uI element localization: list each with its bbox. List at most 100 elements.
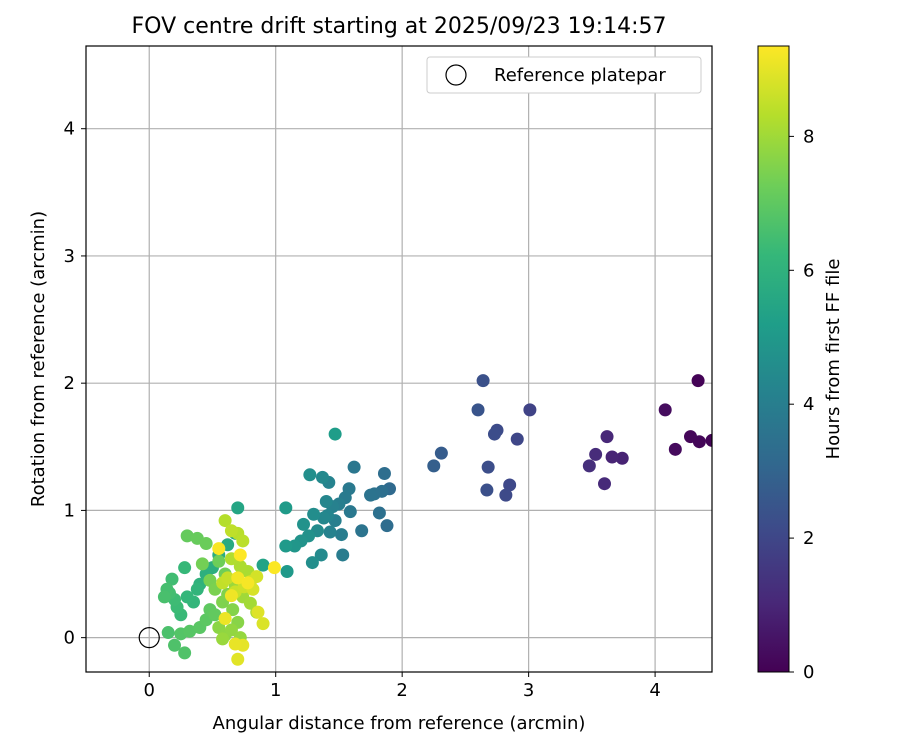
colorbar-tick-label: 6 (803, 260, 814, 281)
y-tick-label: 3 (64, 246, 75, 267)
data-point (503, 478, 517, 492)
data-point (582, 459, 596, 473)
data-point (236, 534, 250, 548)
data-point (605, 450, 619, 464)
data-point (157, 590, 171, 604)
data-point (691, 374, 705, 388)
data-point (180, 590, 194, 604)
data-point (615, 451, 629, 465)
data-point (598, 477, 612, 491)
data-point (315, 470, 329, 484)
data-point (212, 554, 226, 568)
data-point (190, 582, 204, 596)
data-point (212, 542, 226, 556)
y-tick-label: 4 (64, 119, 75, 140)
x-axis-label: Angular distance from reference (arcmin) (213, 713, 586, 734)
data-point (334, 528, 348, 542)
y-tick-label: 1 (64, 500, 75, 521)
y-tick-label: 2 (64, 373, 75, 394)
data-point (303, 468, 317, 482)
data-point (658, 403, 672, 417)
chart-title: FOV centre drift starting at 2025/09/23 … (132, 14, 667, 39)
data-point (355, 524, 369, 538)
legend-reference-marker (445, 64, 467, 86)
data-point (180, 529, 194, 543)
x-tick-label: 4 (649, 680, 660, 701)
data-point (233, 559, 247, 573)
data-point (427, 459, 441, 473)
data-point (226, 603, 240, 617)
plot-frame (85, 45, 713, 673)
data-point (307, 507, 321, 521)
data-point (372, 506, 386, 520)
data-point (183, 624, 197, 638)
data-point (178, 646, 192, 660)
data-point (347, 460, 361, 474)
data-point (267, 561, 281, 575)
data-point (280, 564, 294, 578)
data-point (364, 488, 378, 502)
data-point (256, 617, 270, 631)
data-point (224, 524, 238, 538)
data-point (297, 517, 311, 531)
y-axis-ticks: 0 1 2 3 4 (64, 119, 86, 649)
reference-platepar-marker (138, 627, 160, 649)
data-point (380, 519, 394, 533)
x-axis-ticks: 0 1 2 3 4 (144, 672, 661, 701)
data-point (328, 427, 342, 441)
data-point (336, 548, 350, 562)
data-point (231, 652, 245, 666)
legend-entry-reference: Reference platepar (494, 65, 666, 86)
data-point (168, 638, 182, 652)
y-tick-label: 0 (64, 628, 75, 649)
data-point (178, 561, 192, 575)
data-point (589, 447, 603, 461)
data-point (377, 467, 391, 481)
data-point (241, 576, 255, 590)
data-point (233, 548, 247, 562)
y-axis-label: Rotation from reference (arcmin) (28, 211, 49, 507)
data-point (221, 571, 235, 585)
data-point (684, 430, 698, 444)
data-point (224, 589, 238, 603)
data-point (523, 403, 537, 417)
data-point (161, 626, 175, 640)
data-point (199, 536, 213, 550)
data-point (231, 501, 245, 515)
colorbar-ticks: 0 2 4 6 8 (789, 126, 814, 683)
grid-lines (86, 46, 712, 672)
data-point (218, 612, 232, 626)
data-point (208, 608, 222, 622)
data-point (228, 637, 242, 651)
colorbar-tick-label: 8 (803, 126, 814, 147)
data-point (668, 442, 682, 456)
data-point (256, 558, 270, 572)
data-point (323, 525, 337, 539)
data-point (305, 556, 319, 570)
data-point (279, 539, 293, 553)
data-point (319, 495, 333, 509)
data-point (471, 403, 485, 417)
legend-box (426, 56, 702, 94)
legend: Reference platepar (426, 56, 702, 94)
data-point (216, 632, 230, 646)
x-tick-label: 3 (523, 680, 534, 701)
data-point (279, 501, 293, 515)
data-point (487, 427, 501, 441)
data-point (499, 488, 513, 502)
data-point (224, 623, 238, 637)
data-point (218, 514, 232, 528)
data-point (480, 483, 494, 497)
data-point (343, 505, 357, 519)
x-tick-label: 0 (144, 680, 155, 701)
data-point (195, 557, 209, 571)
colorbar-gradient (757, 45, 790, 673)
colorbar-label: Hours from first FF file (823, 259, 844, 460)
x-tick-label: 1 (270, 680, 281, 701)
colorbar-tick-label: 0 (803, 662, 814, 683)
data-point (600, 430, 614, 444)
colorbar: 0 2 4 6 8 Hours from first FF file (757, 45, 844, 683)
colorbar-tick-label: 2 (803, 528, 814, 549)
data-point (317, 511, 331, 525)
